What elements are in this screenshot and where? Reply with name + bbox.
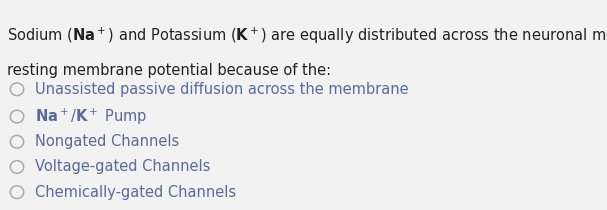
Text: resting membrane potential because of the:: resting membrane potential because of th… <box>7 63 331 78</box>
Text: Sodium $(\mathbf{Na}^+)$ and Potassium $(\mathbf{K}^+)$ are equally distributed : Sodium $(\mathbf{Na}^+)$ and Potassium $… <box>7 25 607 46</box>
Text: $\mathbf{Na}^+/\mathbf{K}^+$ Pump: $\mathbf{Na}^+/\mathbf{K}^+$ Pump <box>35 106 148 127</box>
Text: Voltage-gated Channels: Voltage-gated Channels <box>35 159 211 175</box>
Text: Chemically-gated Channels: Chemically-gated Channels <box>35 185 236 200</box>
Text: Unassisted passive diffusion across the membrane: Unassisted passive diffusion across the … <box>35 82 409 97</box>
Text: Nongated Channels: Nongated Channels <box>35 134 180 149</box>
